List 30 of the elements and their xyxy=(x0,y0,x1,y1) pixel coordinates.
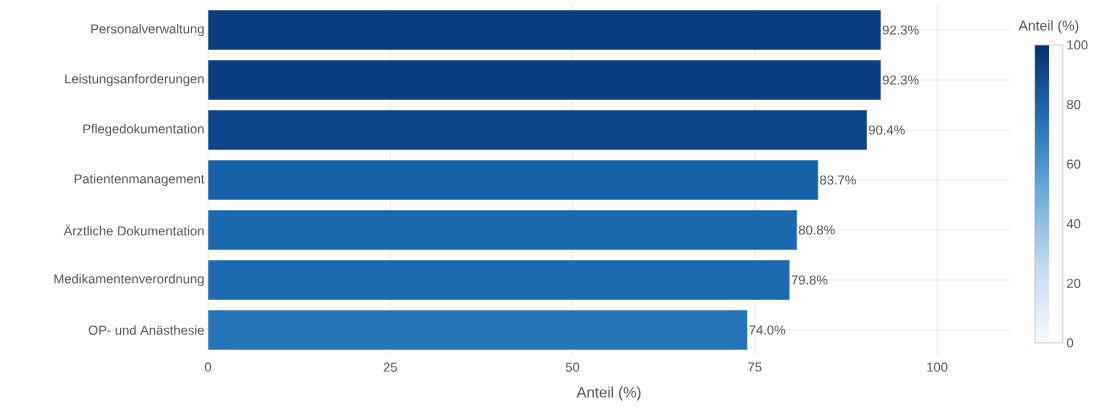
data-label: 74.0% xyxy=(749,325,786,335)
x-tick-label: 25 xyxy=(383,362,397,372)
x-tick-label: 75 xyxy=(748,362,762,372)
bar xyxy=(208,309,748,351)
data-label: 92.3% xyxy=(882,25,919,35)
color-bar-label: 60 xyxy=(1067,159,1081,169)
bar xyxy=(208,59,882,101)
color-bar-label: 20 xyxy=(1067,278,1081,288)
x-tick-label: 100 xyxy=(927,362,948,372)
bar xyxy=(208,159,819,201)
data-label: 79.8% xyxy=(791,275,828,285)
x-tick-label: 50 xyxy=(565,362,580,372)
y-tick-label: Medikamentenverordnung xyxy=(54,273,204,287)
y-tick-label: Personalverwaltung xyxy=(91,23,204,37)
y-tick-label: OP- und Anästhesie xyxy=(88,325,204,335)
color-bar-label: 100 xyxy=(1067,40,1088,50)
y-tick-label: Ärztliche Dokumentation xyxy=(63,224,204,236)
y-tick-label: Leistungsanforderungen xyxy=(65,73,204,87)
color-bar-label: 80 xyxy=(1066,99,1081,110)
y-tick-label: Patientenmanagement xyxy=(74,173,205,187)
y-tick-label: Pflegedokumentation xyxy=(83,123,204,137)
x-tick-label: 0 xyxy=(204,362,212,372)
color-bar-label: 0 xyxy=(1066,338,1074,348)
data-label: 83.7% xyxy=(820,175,856,185)
color-bar-label: 40 xyxy=(1066,219,1081,229)
data-label: 92.3% xyxy=(882,75,919,85)
x-axis-title: Anteil (%) xyxy=(576,386,641,401)
data-label: 80.8% xyxy=(798,225,835,235)
color-bar-title: Anteil (%) xyxy=(1018,20,1079,34)
data-label: 90.4% xyxy=(868,125,905,135)
